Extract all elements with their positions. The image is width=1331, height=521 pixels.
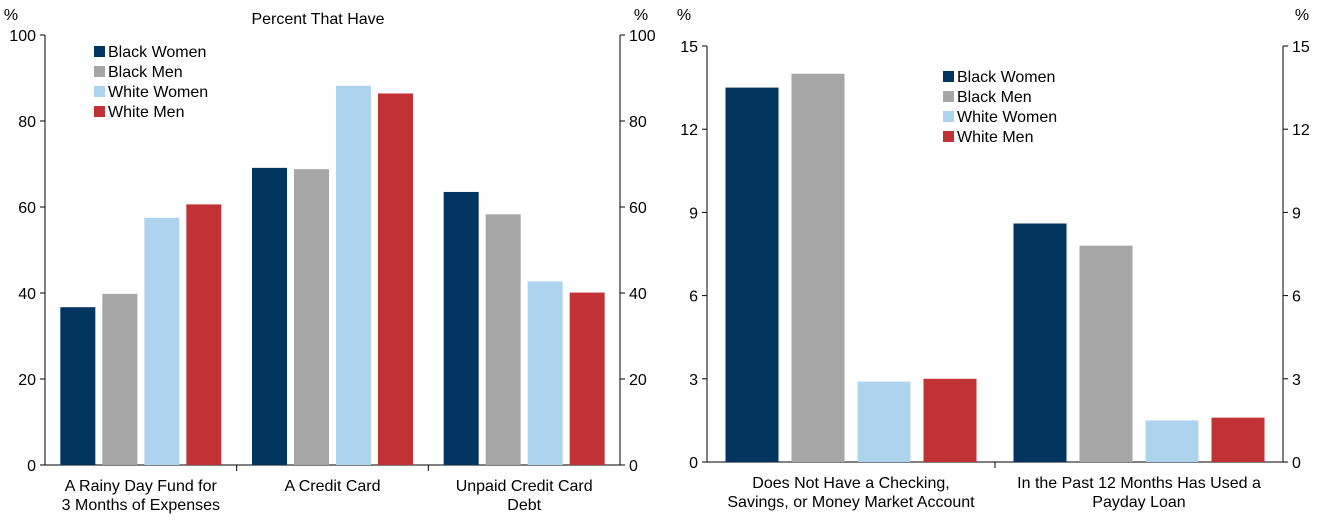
legend-label: White Women [957,109,1057,126]
bar [144,217,180,465]
y-tick-label-left: 9 [689,205,698,222]
legend-label: Black Women [108,44,206,61]
y-tick-label-left: 100 [9,28,36,45]
y-tick-label-right: 80 [629,114,647,131]
y-tick-label-right: 40 [629,286,647,303]
y-tick-label-right: 0 [629,458,638,475]
legend-swatch [94,106,105,117]
category-label: Unpaid Credit Card Debt [456,478,593,514]
y-tick-label-left: 3 [689,372,698,389]
y-tick-label-left: 60 [18,200,36,217]
bar [725,87,779,462]
category-label-line: In the Past 12 Months Has Used a [1017,475,1261,492]
category-label-line: A Rainy Day Fund for [65,478,218,495]
category-label-line: Unpaid Credit Card [456,478,593,495]
category-label-line: Savings, or Money Market Account [727,494,975,511]
bar [252,167,287,465]
y-tick-label-right: 3 [1292,372,1301,389]
category-label-line: Does Not Have a Checking, [752,475,949,492]
bar [1211,417,1265,462]
legend-swatch [94,86,105,97]
y-unit-label-left: % [677,7,691,24]
bar [186,204,222,466]
chart-title: Percent That Have [251,11,384,28]
y-tick-label-left: 12 [680,122,698,139]
y-unit-label-left: % [4,7,18,24]
y-unit-label-right: % [634,7,648,24]
bar [336,85,371,466]
y-tick-label-left: 40 [18,286,36,303]
y-tick-label-right: 60 [629,200,647,217]
bar [1145,420,1199,462]
y-tick-label-right: 9 [1292,205,1301,222]
right-chart: 0 0 3 3 6 6 9 9 12 12 15 15% % Does Not Have a Checki… [677,7,1310,511]
legend-label: White Men [108,104,184,121]
bar [857,381,911,462]
bar [60,307,96,465]
y-unit-label-right: % [1295,7,1309,24]
legend-swatch [94,66,105,77]
y-tick-label-right: 0 [1292,455,1301,472]
bar [485,214,521,465]
left-chart: 0 0 20 20 40 40 60 60 80 80 100 100% % Percent That H… [4,7,656,514]
category-label-line: 3 Months of Expenses [62,497,220,514]
y-tick-label-right: 15 [1292,39,1310,56]
bar [923,378,977,462]
legend-swatch [943,71,954,82]
legend-label: White Women [108,84,208,101]
category-label-line: A Credit Card [284,478,380,495]
bar [378,93,413,465]
bar [791,73,845,462]
category-label: A Rainy Day Fund for 3 Months of Expenses [62,478,220,514]
legend-swatch [94,46,105,57]
legend-label: Black Men [957,89,1032,106]
y-tick-label-left: 15 [680,39,698,56]
legend-label: Black Men [108,64,183,81]
bar [294,169,329,465]
y-tick-label-left: 6 [689,289,698,306]
bar [1013,223,1067,462]
bar [569,292,605,465]
bar [102,293,138,465]
y-tick-label-left: 20 [18,372,36,389]
bar [527,281,563,465]
y-tick-label-right: 20 [629,372,647,389]
y-tick-label-right: 12 [1292,122,1310,139]
y-tick-label-left: 0 [689,455,698,472]
y-tick-label-right: 6 [1292,289,1301,306]
legend-label: Black Women [957,69,1055,86]
category-label: A Credit Card [284,478,380,495]
legend-swatch [943,131,954,142]
legend-swatch [943,91,954,102]
legend-swatch [943,111,954,122]
bar [443,191,479,465]
category-label: In the Past 12 Months Has Used a Payday L… [1017,475,1261,511]
bar [1079,245,1133,462]
y-tick-label-left: 80 [18,114,36,131]
y-tick-label-right: 100 [629,28,656,45]
category-label-line: Payday Loan [1092,494,1185,511]
category-label-line: Debt [507,497,541,514]
category-label: Does Not Have a Checking, Savings, or Mon… [727,475,975,511]
y-tick-label-left: 0 [27,458,36,475]
legend-label: White Men [957,129,1033,146]
